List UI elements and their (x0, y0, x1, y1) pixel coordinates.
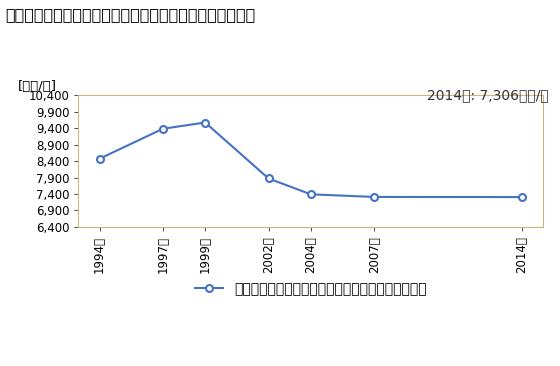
機械器具卸売業の従業者一人当たり年間商品販売額 (265, 176, 272, 181)
機械器具卸売業の従業者一人当たり年間商品販売額 (307, 192, 314, 197)
機械器具卸売業の従業者一人当たり年間商品販売額 (96, 157, 103, 161)
Text: 2014年: 7,306万円/人: 2014年: 7,306万円/人 (427, 88, 549, 102)
Y-axis label: [万円/人]: [万円/人] (18, 79, 57, 93)
Text: 機械器具卸売業の従業者一人当たり年間商品販売額の推移: 機械器具卸売業の従業者一人当たり年間商品販売額の推移 (6, 7, 256, 22)
機械器具卸売業の従業者一人当たり年間商品販売額 (202, 120, 208, 125)
Line: 機械器具卸売業の従業者一人当たり年間商品販売額: 機械器具卸売業の従業者一人当たり年間商品販売額 (96, 119, 525, 201)
Legend: 機械器具卸売業の従業者一人当たり年間商品販売額: 機械器具卸売業の従業者一人当たり年間商品販売額 (189, 277, 432, 302)
機械器具卸売業の従業者一人当たり年間商品販売額 (371, 195, 377, 199)
機械器具卸売業の従業者一人当たり年間商品販売額 (519, 195, 525, 199)
機械器具卸売業の従業者一人当たり年間商品販売額 (160, 127, 166, 131)
